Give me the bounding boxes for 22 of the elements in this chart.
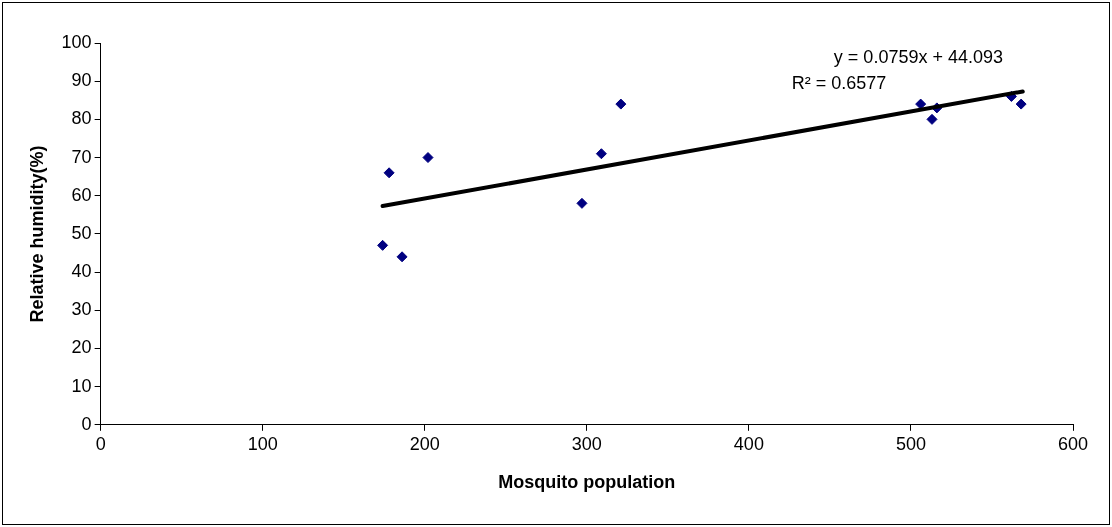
y-tick-label: 50 [71,222,92,243]
y-tick-label: 80 [71,108,92,129]
x-tick-label: 300 [571,433,602,454]
y-tick-label: 0 [81,413,92,434]
x-tick-label: 500 [895,433,926,454]
y-tick-label: 40 [71,261,92,282]
y-tick-label: 20 [71,337,92,358]
x-tick-label: 0 [95,433,106,454]
annotation: R² = 0.6577 [791,73,887,93]
y-tick-label: 60 [71,184,92,205]
annotation: y = 0.0759x + 44.093 [833,47,1003,67]
x-axis-title: Mosquito population [498,472,676,493]
x-tick-label: 400 [733,433,764,454]
x-tick-label: 100 [247,433,278,454]
y-axis-title: Relative humidity(%) [26,145,47,323]
y-tick-label: 10 [71,375,92,396]
y-tick-label: 70 [71,146,92,167]
y-tick-label: 30 [71,299,92,320]
y-tick-label: 90 [71,70,92,91]
x-tick-label: 200 [409,433,440,454]
x-tick-label: 600 [1057,433,1089,454]
y-tick-label: 100 [61,31,92,52]
